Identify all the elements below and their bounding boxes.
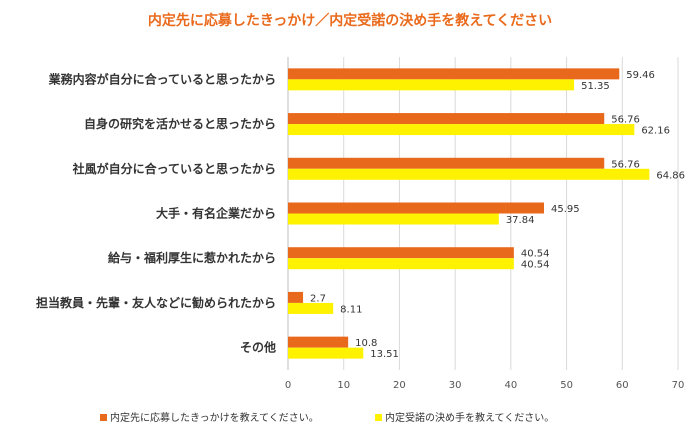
- legend-label: 内定受諾の決め手を教えてください。: [385, 411, 554, 424]
- category-label: 大手・有名企業だから: [156, 206, 276, 221]
- legend-swatch: [100, 414, 107, 421]
- bar: [288, 302, 334, 314]
- bar: [288, 213, 499, 225]
- bar: [288, 68, 620, 80]
- x-tick-label: 10: [337, 380, 350, 391]
- x-tick-label: 50: [560, 380, 573, 391]
- data-label: 51.35: [581, 81, 610, 92]
- legend-label: 内定先に応募したきっかけを教えてください。: [110, 411, 319, 424]
- data-label: 40.54: [521, 249, 550, 260]
- bar: [288, 347, 364, 359]
- x-tick-label: 60: [616, 380, 629, 391]
- bar: [288, 336, 349, 348]
- bar: [288, 157, 605, 169]
- data-label: 8.11: [340, 304, 362, 315]
- bar: [288, 258, 514, 270]
- data-label: 40.54: [521, 260, 550, 271]
- x-tick-label: 30: [449, 380, 462, 391]
- x-tick-label: 40: [504, 380, 517, 391]
- data-label: 2.7: [310, 293, 326, 304]
- x-tick-label: 70: [672, 380, 685, 391]
- category-label: 社風が自分に合っていると思ったから: [72, 161, 276, 176]
- bar: [288, 113, 605, 125]
- bar: [288, 79, 575, 91]
- bar: [288, 168, 650, 180]
- category-label: 担当教員・先輩・友人などに勧められたから: [36, 295, 276, 310]
- data-label: 10.8: [355, 338, 377, 349]
- data-label: 64.86: [656, 170, 685, 181]
- data-label: 45.95: [551, 204, 580, 215]
- data-label: 56.76: [611, 115, 640, 126]
- category-label: 業務内容が自分に合っていると思ったから: [48, 71, 276, 86]
- legend-swatch: [375, 414, 382, 421]
- category-label: 自身の研究を活かせると思ったから: [84, 116, 276, 131]
- bar: [288, 202, 545, 214]
- category-label: 給与・福利厚生に惹かれたから: [108, 250, 276, 265]
- x-tick-label: 20: [393, 380, 406, 391]
- bar: [288, 124, 635, 136]
- data-label: 62.16: [641, 126, 670, 137]
- category-label: その他: [240, 340, 276, 355]
- bar: [288, 291, 304, 303]
- chart-title: 内定先に応募したきっかけ／内定受諾の決め手を教えてください: [147, 13, 553, 29]
- bar: [288, 247, 514, 259]
- data-label: 59.46: [626, 70, 655, 81]
- data-label: 13.51: [370, 349, 399, 360]
- x-tick-label: 0: [285, 380, 291, 391]
- data-label: 37.84: [506, 215, 535, 226]
- data-label: 56.76: [611, 159, 640, 170]
